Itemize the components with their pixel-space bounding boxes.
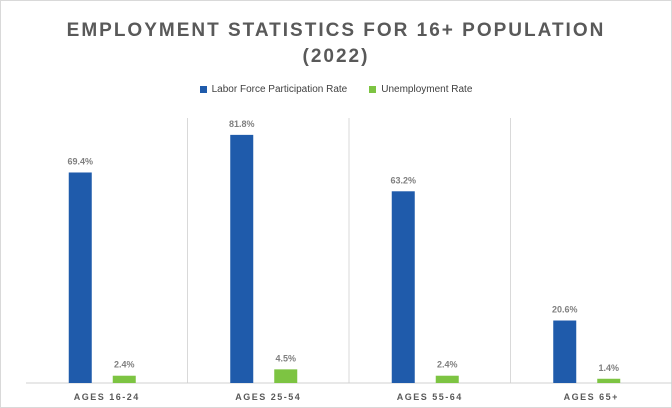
legend-swatch-unemployment <box>369 86 377 93</box>
chart-legend: Labor Force Participation Rate Unemploym… <box>0 84 672 95</box>
category-label: AGES 25-54 <box>235 392 301 402</box>
chart-title: EMPLOYMENT STATISTICS FOR 16+ POPULATION… <box>0 18 672 70</box>
bar-unemployment <box>112 375 136 383</box>
data-label-unemployment: 2.4% <box>437 360 458 370</box>
data-label-unemployment: 4.5% <box>275 353 296 363</box>
chart-title-line-2: (2022) <box>302 46 370 67</box>
category-label: AGES 55-64 <box>397 392 463 402</box>
bar-labor-force <box>553 320 577 383</box>
legend-label-labor-force: Labor Force Participation Rate <box>211 84 348 95</box>
legend-item-unemployment: Unemployment Rate <box>369 84 472 95</box>
chart-title-line-1: EMPLOYMENT STATISTICS FOR 16+ POPULATION <box>66 20 606 41</box>
bar-unemployment <box>274 369 298 383</box>
data-label-labor-force: 63.2% <box>390 175 416 185</box>
data-label-labor-force: 20.6% <box>552 305 578 315</box>
data-label-unemployment: 1.4% <box>598 363 619 373</box>
data-label-unemployment: 2.4% <box>114 360 135 370</box>
category-label: AGES 16-24 <box>74 392 140 402</box>
bar-unemployment <box>597 378 621 383</box>
category-label: AGES 65+ <box>564 392 619 402</box>
bar-unemployment <box>435 375 459 383</box>
data-label-labor-force: 81.8% <box>229 119 255 129</box>
bar-labor-force <box>230 134 254 383</box>
bar-labor-force <box>68 172 92 383</box>
legend-swatch-labor-force <box>199 86 207 93</box>
legend-label-unemployment: Unemployment Rate <box>381 84 473 95</box>
data-label-labor-force: 69.4% <box>67 156 93 166</box>
bar-labor-force <box>391 191 415 383</box>
legend-item-labor-force: Labor Force Participation Rate <box>199 84 348 95</box>
